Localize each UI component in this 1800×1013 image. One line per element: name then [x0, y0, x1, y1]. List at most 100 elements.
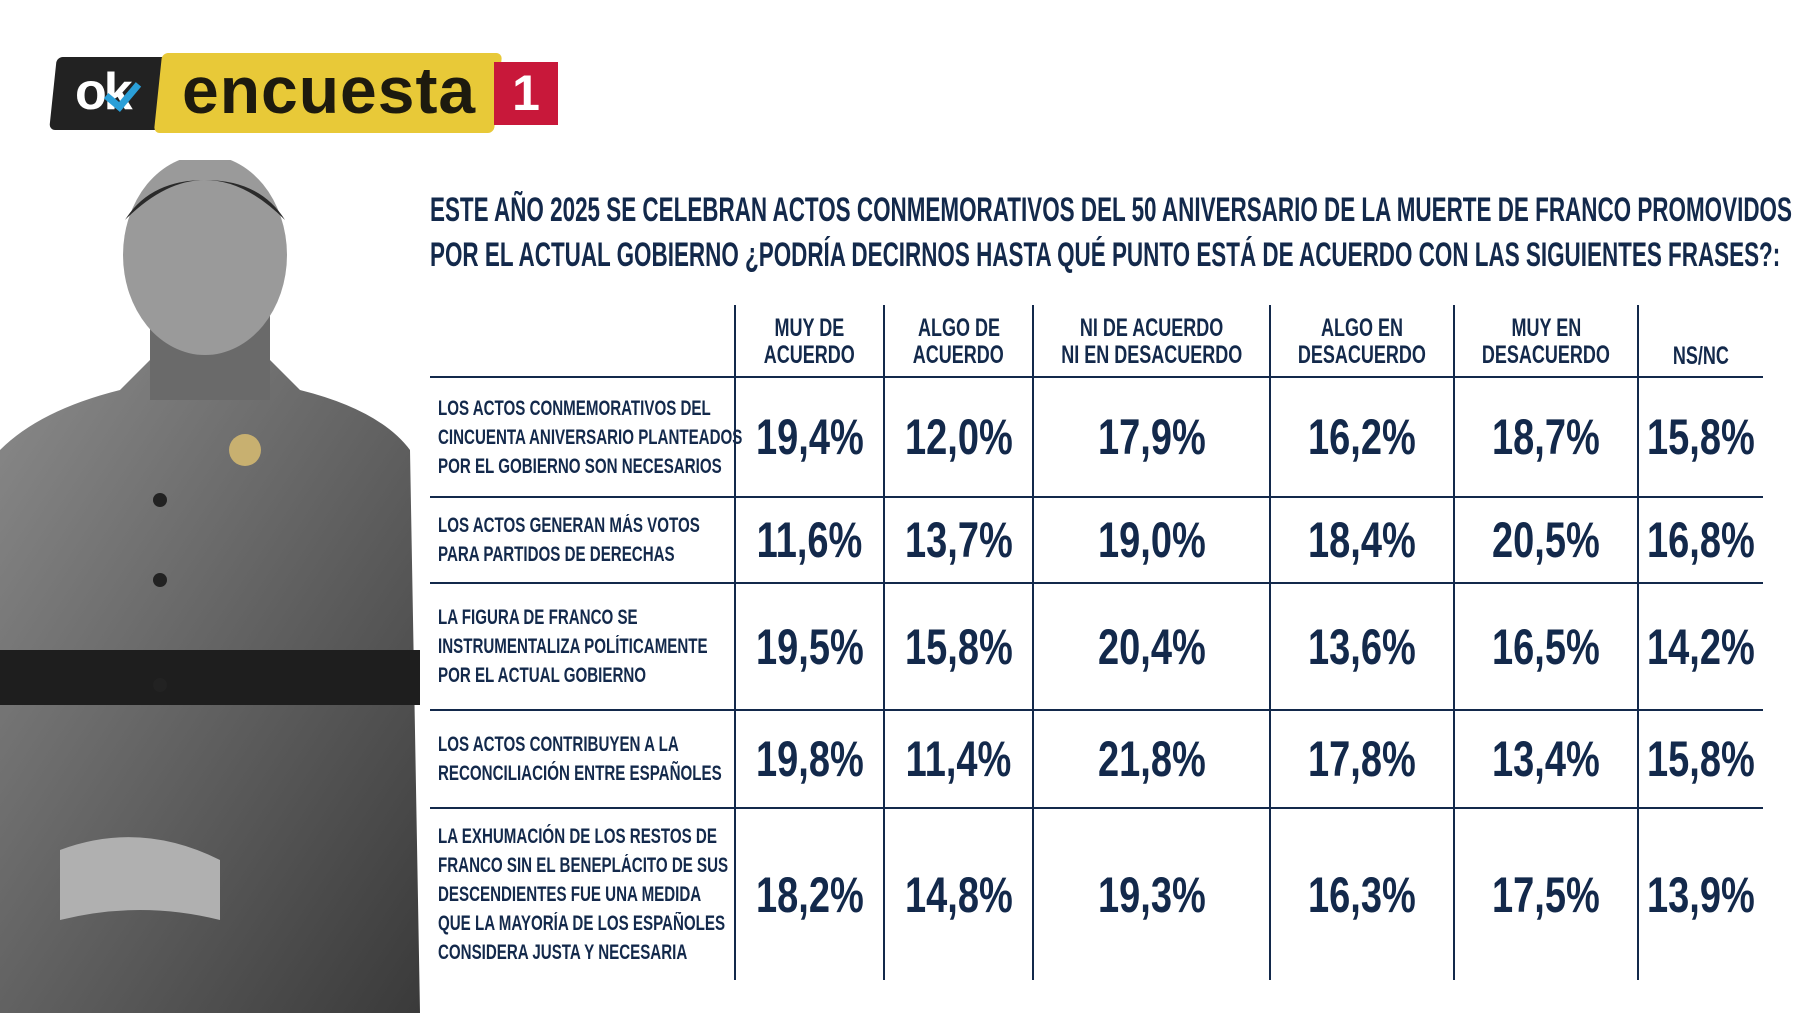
column-header-line: MUY EN [1511, 314, 1581, 342]
row-divider [430, 582, 1763, 584]
logo-red-badge [494, 62, 558, 125]
row-label-line: LA FIGURA DE FRANCO SE [438, 606, 638, 629]
column-header-line: NS/NC [1672, 342, 1729, 370]
value-cell: 13,4% [1455, 711, 1637, 807]
column-divider [883, 305, 885, 980]
column-header-line: ALGO EN [1320, 314, 1404, 342]
value-text: 20,5% [1492, 512, 1600, 568]
row-label-line: PARA PARTIDOS DE DERECHAS [438, 543, 675, 566]
value-cell: 19,3% [1034, 809, 1269, 980]
value-cell: 16,3% [1271, 809, 1453, 980]
survey-question-line: ESTE AÑO 2025 SE CELEBRAN ACTOS CONMEMOR… [430, 191, 1792, 229]
value-text: 16,8% [1647, 512, 1755, 568]
value-cell: 15,8% [1639, 711, 1763, 807]
value-text: 18,7% [1492, 409, 1600, 465]
logo-number: 1 [512, 65, 540, 121]
value-cell: 14,2% [1639, 584, 1763, 709]
row-label: LA EXHUMACIÓN DE LOS RESTOS DE FRANCO SIN… [438, 809, 738, 980]
survey-question-line: POR EL ACTUAL GOBIERNO ¿PODRÍA DECIRNOS … [430, 236, 1781, 274]
value-text: 19,3% [1097, 866, 1206, 923]
value-cell: 21,8% [1034, 711, 1269, 807]
column-header: NS/NC [1639, 308, 1763, 376]
column-header: ALGO EN DESACUERDO [1271, 308, 1453, 376]
column-header-line: NI EN DESACUERDO [1060, 341, 1243, 369]
value-text: 12,0% [904, 409, 1013, 465]
value-cell: 11,4% [885, 711, 1032, 807]
portrait-photo [0, 160, 420, 1013]
column-divider [734, 305, 736, 980]
row-label: LOS ACTOS CONMEMORATIVOS DEL CINCUENTA AN… [438, 378, 743, 496]
value-cell: 16,5% [1455, 584, 1637, 709]
value-cell: 19,4% [736, 378, 883, 496]
value-text: 14,8% [904, 866, 1013, 923]
column-header-line: ALGO DE [917, 314, 1000, 342]
value-text: 19,0% [1097, 512, 1206, 568]
row-divider [430, 376, 1763, 378]
row-label-line: LA EXHUMACIÓN DE LOS RESTOS DE [438, 825, 717, 848]
value-cell: 19,8% [736, 711, 883, 807]
value-cell: 20,4% [1034, 584, 1269, 709]
column-divider [1453, 305, 1455, 980]
column-header: MUY EN DESACUERDO [1455, 308, 1637, 376]
value-cell: 11,6% [736, 498, 883, 582]
value-text: 13,7% [904, 512, 1013, 568]
value-text: 17,9% [1097, 409, 1206, 465]
row-label-line: CINCUENTA ANIVERSARIO PLANTEADOS [438, 425, 743, 449]
value-cell: 15,8% [885, 584, 1032, 709]
row-divider [430, 807, 1763, 809]
value-text: 15,8% [904, 618, 1013, 675]
value-cell: 18,4% [1271, 498, 1453, 582]
value-text: 18,4% [1308, 512, 1416, 568]
value-text: 15,8% [1647, 731, 1755, 787]
row-label-line: LOS ACTOS CONTRIBUYEN A LA [438, 733, 679, 756]
value-text: 13,6% [1308, 618, 1416, 675]
row-label-line: QUE LA MAYORÍA DE LOS ESPAÑOLES [438, 912, 726, 935]
row-divider [430, 496, 1763, 498]
value-cell: 16,2% [1271, 378, 1453, 496]
column-header-line: DESACUERDO [1481, 341, 1610, 369]
value-text: 17,8% [1308, 731, 1416, 787]
value-cell: 19,5% [736, 584, 883, 709]
value-text: 13,4% [1492, 731, 1600, 787]
value-cell: 13,7% [885, 498, 1032, 582]
value-cell: 19,0% [1034, 498, 1269, 582]
row-label: LOS ACTOS GENERAN MÁS VOTOS PARA PARTIDOS… [438, 498, 738, 582]
row-label: LA FIGURA DE FRANCO SE INSTRUMENTALIZA PO… [438, 584, 738, 709]
row-divider [430, 709, 1763, 711]
value-cell: 14,8% [885, 809, 1032, 980]
value-text: 16,3% [1308, 866, 1416, 923]
row-label-line: POR EL ACTUAL GOBIERNO [438, 664, 647, 687]
value-text: 16,5% [1492, 618, 1600, 675]
column-divider [1637, 305, 1639, 980]
column-header: NI DE ACUERDO NI EN DESACUERDO [1034, 308, 1269, 376]
row-label-line: CONSIDERA JUSTA Y NECESARIA [438, 941, 688, 964]
value-text: 19,8% [755, 731, 864, 787]
value-text: 11,4% [905, 731, 1012, 787]
value-text: 13,9% [1647, 866, 1755, 923]
value-cell: 13,6% [1271, 584, 1453, 709]
logo-brand-text: encuesta [182, 53, 477, 127]
value-text: 11,6% [756, 512, 863, 568]
row-label-line: INSTRUMENTALIZA POLÍTICAMENTE [438, 635, 708, 658]
value-cell: 15,8% [1639, 378, 1763, 496]
column-header-line: NI DE ACUERDO [1079, 314, 1224, 342]
column-header-line: ACUERDO [912, 341, 1005, 369]
value-cell: 18,7% [1455, 378, 1637, 496]
row-label: LOS ACTOS CONTRIBUYEN A LA RECONCILIACIÓN… [438, 711, 738, 807]
logo-ok-text: ok [75, 63, 133, 121]
column-header: MUY DE ACUERDO [736, 308, 883, 376]
value-cell: 13,9% [1639, 809, 1763, 980]
row-label-line: FRANCO SIN EL BENEPLÁCITO DE SUS [438, 854, 729, 877]
row-label-line: LOS ACTOS CONMEMORATIVOS DEL [438, 396, 711, 420]
column-header: ALGO DE ACUERDO [885, 308, 1032, 376]
value-text: 19,5% [755, 618, 864, 675]
value-cell: 17,9% [1034, 378, 1269, 496]
value-text: 15,8% [1647, 409, 1755, 465]
row-label-line: LOS ACTOS GENERAN MÁS VOTOS [438, 514, 700, 537]
column-divider [1032, 305, 1034, 980]
value-cell: 17,5% [1455, 809, 1637, 980]
row-label-line: RECONCILIACIÓN ENTRE ESPAÑOLES [438, 762, 722, 785]
survey-question: ESTE AÑO 2025 SE CELEBRAN ACTOS CONMEMOR… [430, 188, 1792, 278]
value-text: 17,5% [1492, 866, 1600, 923]
